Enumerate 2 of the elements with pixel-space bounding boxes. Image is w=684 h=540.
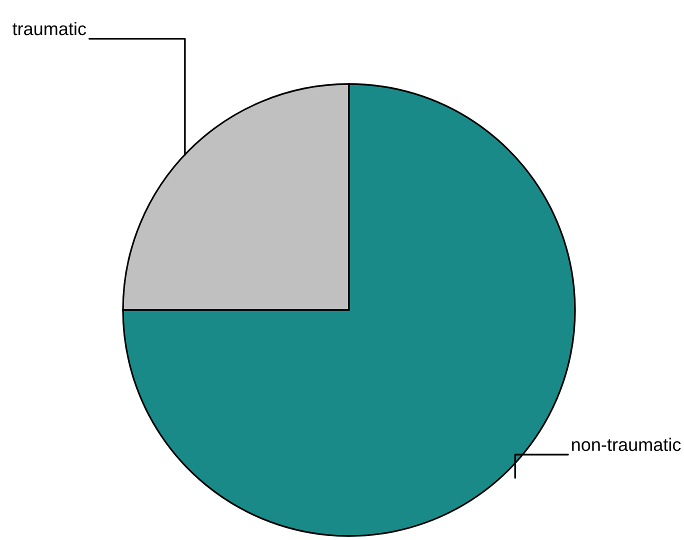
slice-label: traumatic [12,22,86,36]
slice-label: non-traumatic [572,438,681,452]
